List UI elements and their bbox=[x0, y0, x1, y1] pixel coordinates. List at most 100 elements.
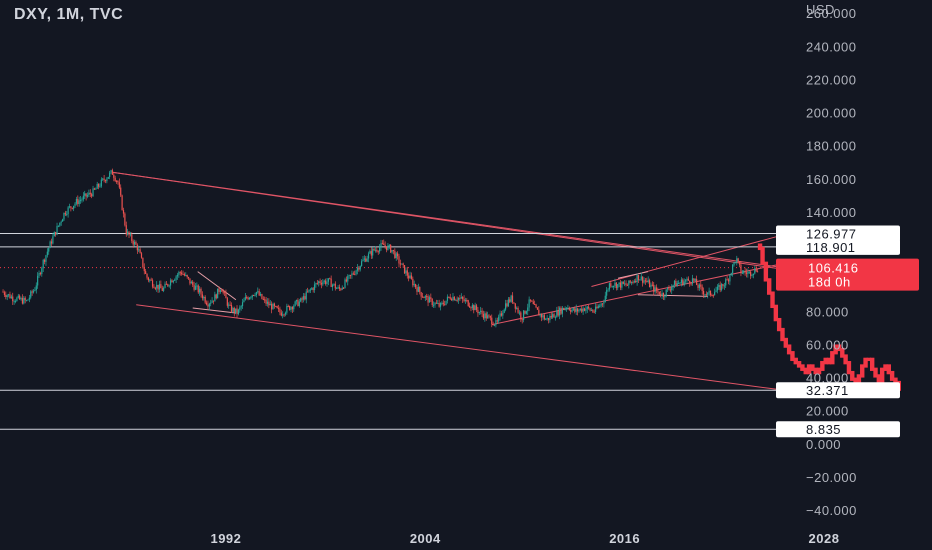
y-tick-label-13: −40.000 bbox=[806, 503, 857, 518]
projection-bar-8 bbox=[783, 337, 789, 348]
candle-body-486 bbox=[675, 280, 677, 287]
candle-body-350 bbox=[486, 315, 489, 319]
candle-body-193 bbox=[269, 303, 271, 306]
candle-body-189 bbox=[264, 299, 266, 301]
candle-body-492 bbox=[683, 281, 685, 286]
candle-body-253 bbox=[352, 273, 354, 275]
candle-body-285 bbox=[397, 253, 399, 257]
y-tick-label-8: 60.000 bbox=[806, 337, 849, 352]
candle-body-301 bbox=[419, 286, 421, 293]
candle-body-184 bbox=[257, 291, 259, 293]
candle-body-501 bbox=[696, 279, 698, 286]
candle-body-0 bbox=[2, 291, 4, 293]
candle-body-239 bbox=[333, 283, 335, 285]
candle-body-204 bbox=[284, 312, 287, 315]
candle-body-291 bbox=[405, 270, 407, 274]
candle-body-173 bbox=[241, 302, 244, 307]
candle-body-19 bbox=[28, 297, 30, 300]
candle-body-363 bbox=[504, 303, 507, 310]
projection-bar-3 bbox=[766, 278, 772, 295]
price-badge-label-1: 118.901 bbox=[806, 240, 856, 255]
candle-body-42 bbox=[60, 221, 62, 223]
y-tick-label-1: 240.000 bbox=[806, 39, 857, 54]
candle-body-32 bbox=[46, 251, 48, 256]
trendline-channel-2 bbox=[136, 304, 777, 390]
candle-body-6 bbox=[10, 296, 12, 299]
candle-body-321 bbox=[446, 296, 449, 301]
candle-body-104 bbox=[146, 273, 148, 278]
candle-body-258 bbox=[359, 266, 361, 270]
projection-bar-10 bbox=[790, 351, 795, 362]
candle-body-412 bbox=[572, 308, 575, 310]
candle-body-143 bbox=[200, 288, 202, 295]
candle-body-527 bbox=[732, 264, 734, 274]
candle-body-369 bbox=[513, 302, 515, 304]
candle-body-463 bbox=[643, 280, 645, 283]
candle-body-393 bbox=[546, 317, 548, 320]
candle-layer bbox=[2, 168, 759, 328]
candle-body-433 bbox=[601, 303, 604, 305]
candle-body-306 bbox=[426, 296, 428, 298]
candle-body-34 bbox=[49, 241, 51, 249]
projection-bar-7 bbox=[780, 327, 785, 342]
candle-body-141 bbox=[197, 285, 199, 293]
candle-body-500 bbox=[694, 279, 696, 281]
candle-body-290 bbox=[403, 265, 406, 274]
candle-body-149 bbox=[208, 303, 210, 307]
candle-body-446 bbox=[619, 282, 622, 288]
candle-body-333 bbox=[463, 299, 465, 302]
candle-body-367 bbox=[510, 295, 512, 302]
candle-body-541 bbox=[751, 275, 753, 277]
candle-body-402 bbox=[558, 307, 561, 316]
candle-body-519 bbox=[720, 283, 723, 291]
candle-body-286 bbox=[398, 256, 400, 264]
candle-body-48 bbox=[68, 206, 71, 208]
candle-body-397 bbox=[552, 314, 554, 318]
candle-body-359 bbox=[499, 313, 501, 317]
candle-body-169 bbox=[236, 308, 238, 315]
candle-body-126 bbox=[176, 274, 179, 277]
projection-bar-36 bbox=[876, 374, 882, 385]
candle-body-256 bbox=[356, 267, 359, 271]
candle-body-92 bbox=[129, 234, 132, 236]
candle-body-219 bbox=[305, 291, 307, 300]
candle-body-371 bbox=[516, 307, 518, 309]
candle-body-249 bbox=[347, 276, 349, 282]
candle-body-452 bbox=[628, 280, 630, 286]
candle-body-40 bbox=[57, 225, 60, 227]
candle-body-29 bbox=[42, 259, 44, 269]
projection-bar-30 bbox=[856, 374, 862, 385]
candle-body-263 bbox=[366, 258, 368, 262]
candle-body-458 bbox=[636, 275, 638, 283]
candle-body-240 bbox=[334, 283, 336, 289]
candle-body-120 bbox=[168, 285, 170, 287]
candle-body-493 bbox=[684, 280, 687, 282]
candle-body-106 bbox=[149, 279, 151, 281]
candle-body-303 bbox=[421, 296, 424, 298]
candle-body-526 bbox=[730, 273, 732, 276]
candle-body-228 bbox=[318, 281, 320, 284]
projection-bar-25 bbox=[840, 347, 845, 358]
candle-body-289 bbox=[402, 263, 404, 266]
candle-body-328 bbox=[456, 299, 458, 301]
candle-body-11 bbox=[17, 295, 19, 298]
x-tick-label-1: 2004 bbox=[410, 531, 441, 546]
candle-body-174 bbox=[243, 300, 245, 303]
candle-body-448 bbox=[622, 281, 624, 284]
candle-body-36 bbox=[52, 236, 54, 244]
candle-body-238 bbox=[331, 284, 334, 287]
candle-body-461 bbox=[640, 276, 642, 280]
candle-body-530 bbox=[736, 258, 738, 263]
y-tick-label-11: 0.000 bbox=[806, 437, 841, 452]
candle-body-66 bbox=[93, 188, 96, 190]
candle-body-232 bbox=[323, 280, 325, 283]
candle-body-462 bbox=[642, 276, 644, 283]
candle-body-103 bbox=[145, 271, 147, 274]
candle-body-111 bbox=[156, 284, 158, 289]
candle-body-511 bbox=[709, 290, 712, 296]
projection-bar-23 bbox=[833, 344, 838, 355]
candle-body-300 bbox=[417, 286, 419, 292]
candle-body-529 bbox=[734, 262, 737, 264]
y-tick-label-7: 80.000 bbox=[806, 304, 849, 319]
